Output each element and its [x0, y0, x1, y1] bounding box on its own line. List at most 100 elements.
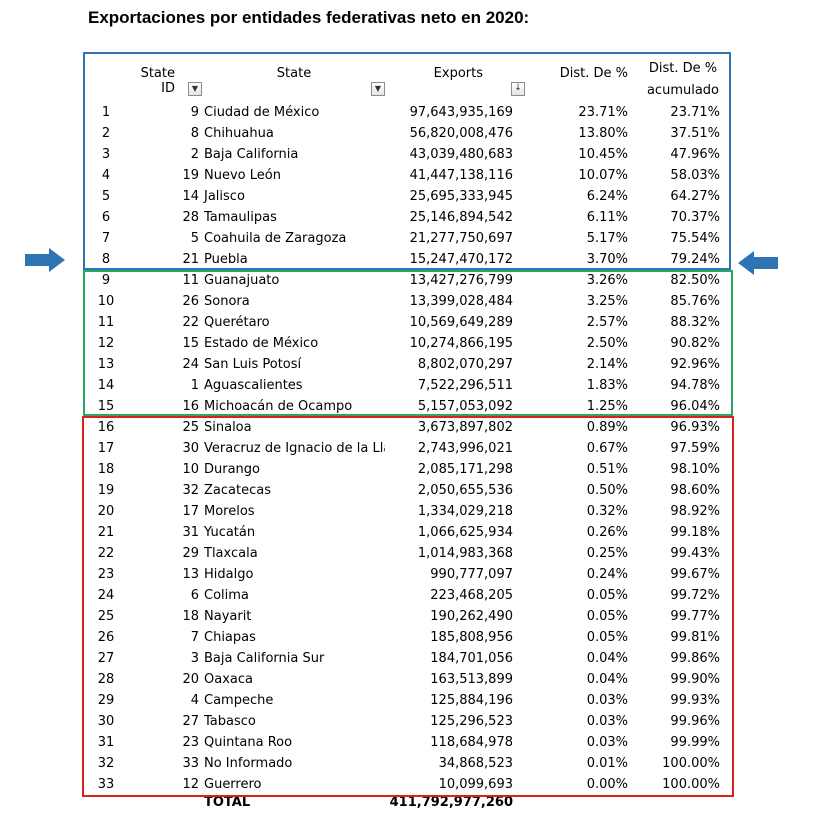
rank-cell: 14 — [97, 378, 115, 393]
state-name-cell: Michoacán de Ocampo — [204, 399, 353, 414]
state-id-cell: 32 — [182, 483, 199, 498]
state-name-cell: Nuevo León — [204, 168, 281, 183]
acc-cell: 98.10% — [670, 462, 720, 477]
rank-cell: 30 — [97, 714, 115, 729]
page-title: Exportaciones por entidades federativas … — [88, 8, 530, 27]
table-row: 12 15 Estado de México 10,274,866,195 2.50% 9… — [85, 333, 730, 354]
state-id-filter-icon[interactable]: ▼ — [188, 82, 202, 96]
table-row: 20 17 Morelos 1,334,029,218 0.32% 98.92% — [85, 501, 730, 522]
dist-cell: 0.03% — [586, 735, 628, 750]
state-id-cell: 9 — [190, 105, 199, 120]
dist-cell: 0.01% — [586, 756, 628, 771]
acc-cell: 99.86% — [670, 651, 720, 666]
dist-cell: 0.32% — [586, 504, 628, 519]
dist-cell: 0.25% — [586, 546, 628, 561]
dist-cell: 0.03% — [586, 714, 628, 729]
state-name-cell: Sinaloa — [204, 420, 252, 435]
state-id-cell: 26 — [182, 294, 199, 309]
acc-cell: 47.96% — [670, 147, 720, 162]
rank-cell: 31 — [97, 735, 115, 750]
state-id-cell: 23 — [182, 735, 199, 750]
exports-cell: 118,684,978 — [430, 735, 513, 750]
state-id-cell: 4 — [190, 693, 199, 708]
state-name-cell: Sonora — [204, 294, 250, 309]
rank-cell: 25 — [97, 609, 115, 624]
state-id-cell: 24 — [182, 357, 199, 372]
state-id-header: State ID — [127, 56, 203, 102]
total-label: TOTAL — [204, 795, 251, 810]
table-row: 2 8 Chihuahua 56,820,008,476 13.80% 37.51% — [85, 123, 730, 144]
table-row: 17 30 Veracruz de Ignacio de la Lla 2,743,9… — [85, 438, 730, 459]
state-id-cell: 18 — [182, 609, 199, 624]
exports-cell: 1,066,625,934 — [417, 525, 513, 540]
state-id-cell: 19 — [182, 168, 199, 183]
acc-cell: 88.32% — [670, 315, 720, 330]
acc-cell: 85.76% — [670, 294, 720, 309]
exports-cell: 125,884,196 — [430, 693, 513, 708]
total-id-cell — [127, 795, 203, 810]
table-row: 13 24 San Luis Potosí 8,802,070,297 2.14% 92.… — [85, 354, 730, 375]
dist-cell: 0.24% — [586, 567, 628, 582]
table-row: 1 9 Ciudad de México 97,643,935,169 23.71% 23… — [85, 102, 730, 123]
exports-cell: 2,743,996,021 — [417, 441, 513, 456]
dist-cell: 0.04% — [586, 651, 628, 666]
total-dist-cell — [525, 795, 636, 810]
table-row: 23 13 Hidalgo 990,777,097 0.24% 99.67% — [85, 564, 730, 585]
state-filter-icon[interactable]: ▼ — [371, 82, 385, 96]
exports-cell: 3,673,897,802 — [417, 420, 513, 435]
rank-cell: 20 — [97, 504, 115, 519]
table-row: 10 26 Sonora 13,399,028,484 3.25% 85.76% — [85, 291, 730, 312]
state-name-cell: Chiapas — [204, 630, 256, 645]
state-id-cell: 5 — [190, 231, 199, 246]
dist-cell: 0.05% — [586, 588, 628, 603]
state-id-header-label: State ID — [140, 66, 175, 96]
table-body: 1 9 Ciudad de México 97,643,935,169 23.71% 23… — [85, 102, 730, 795]
dist-cell: 3.26% — [586, 273, 628, 288]
table-row: 30 27 Tabasco 125,296,523 0.03% 99.96% — [85, 711, 730, 732]
exports-cell: 97,643,935,169 — [409, 105, 513, 120]
state-name-cell: Morelos — [204, 504, 255, 519]
exports-cell: 21,277,750,697 — [409, 231, 513, 246]
dist-cell: 0.67% — [586, 441, 628, 456]
state-name-cell: Aguascalientes — [204, 378, 303, 393]
exports-sort-icon[interactable]: ↓ — [511, 82, 525, 96]
dist-cell: 23.71% — [578, 105, 628, 120]
table-row: 22 29 Tlaxcala 1,014,983,368 0.25% 99.43% — [85, 543, 730, 564]
acc-cell: 70.37% — [670, 210, 720, 225]
state-id-cell: 12 — [182, 777, 199, 792]
rank-cell: 33 — [97, 777, 115, 792]
dist-cell: 0.05% — [586, 609, 628, 624]
table-row: 28 20 Oaxaca 163,513,899 0.04% 99.90% — [85, 669, 730, 690]
table-row: 29 4 Campeche 125,884,196 0.03% 99.93% — [85, 690, 730, 711]
state-id-cell: 17 — [182, 504, 199, 519]
exports-table: State ID State Exports Dist. De % Dist. … — [85, 56, 730, 810]
acc-header-line2: acumulado — [646, 83, 720, 98]
exports-cell: 13,399,028,484 — [409, 294, 513, 309]
acc-cell: 99.90% — [670, 672, 720, 687]
rank-cell: 10 — [97, 294, 115, 309]
exports-cell: 5,157,053,092 — [417, 399, 513, 414]
table-row: 16 25 Sinaloa 3,673,897,802 0.89% 96.93% — [85, 417, 730, 438]
dist-cell: 0.51% — [586, 462, 628, 477]
dist-cell: 0.89% — [586, 420, 628, 435]
exports-cell: 125,296,523 — [430, 714, 513, 729]
state-name-cell: Baja California — [204, 147, 299, 162]
acc-cell: 100.00% — [662, 777, 720, 792]
acc-cell: 99.99% — [670, 735, 720, 750]
acc-cell: 58.03% — [670, 168, 720, 183]
rank-cell: 15 — [97, 399, 115, 414]
total-row: TOTAL 411,792,977,260 — [85, 795, 730, 810]
rank-cell: 24 — [97, 588, 115, 603]
exports-cell: 41,447,138,116 — [409, 168, 513, 183]
table-row: 19 32 Zacatecas 2,050,655,536 0.50% 98.60% — [85, 480, 730, 501]
state-id-cell: 22 — [182, 315, 199, 330]
state-name-cell: Yucatán — [204, 525, 256, 540]
state-name-cell: Nayarit — [204, 609, 252, 624]
exports-cell: 184,701,056 — [430, 651, 513, 666]
exports-cell: 190,262,490 — [430, 609, 513, 624]
rank-cell: 12 — [97, 336, 115, 351]
acc-cell: 79.24% — [670, 252, 720, 267]
rank-cell: 26 — [97, 630, 115, 645]
state-id-cell: 28 — [182, 210, 199, 225]
rank-cell: 6 — [101, 210, 111, 225]
